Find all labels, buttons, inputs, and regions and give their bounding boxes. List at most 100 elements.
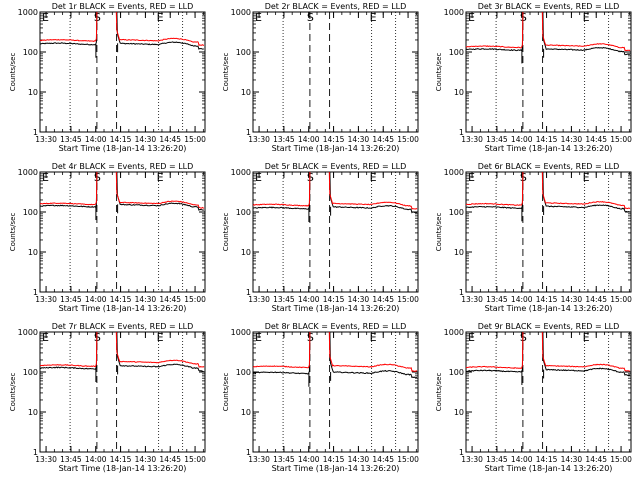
x-tick-label: 14:45: [372, 295, 394, 304]
y-tick-label: 100: [449, 48, 464, 57]
lld-line-pre: [39, 11, 98, 42]
x-tick-label: 14:15: [110, 455, 132, 464]
lld-line-post: [541, 11, 631, 52]
lld-line-post: [328, 171, 418, 210]
lld-line-post: [115, 171, 205, 209]
y-tick-label: 10: [454, 248, 464, 257]
plot-frame: [39, 331, 206, 453]
y-tick-label: 100: [236, 48, 251, 57]
x-tick-label: 14:30: [135, 295, 157, 304]
y-axis-label: Counts/sec: [435, 53, 443, 92]
detector-panel-8: Det 8r BLACK = Events, RED = LLD 1 10 100 10…: [222, 322, 419, 473]
y-tick-label: 100: [236, 368, 251, 377]
x-tick-label: 14:45: [585, 135, 607, 144]
y-axis-label: Counts/sec: [435, 213, 443, 252]
lld-line-pre: [39, 171, 98, 206]
x-tick-label: 14:45: [372, 135, 394, 144]
y-tick-label: 1: [459, 448, 464, 457]
marker-letter: S: [94, 331, 101, 344]
events-line-post: [542, 171, 630, 213]
detector-panel-3: Det 3r BLACK = Events, RED = LLD 1 10 100 10…: [435, 2, 632, 153]
x-tick-label: 14:00: [85, 135, 107, 144]
y-tick-label: 100: [236, 208, 251, 217]
x-tick-label: 15:00: [610, 295, 632, 304]
y-axis-label: Counts/sec: [222, 373, 230, 412]
y-tick-label: 10: [28, 88, 38, 97]
y-axis-label: Counts/sec: [9, 53, 17, 92]
x-tick-label: 14:00: [85, 295, 107, 304]
x-tick-label: 15:00: [397, 135, 419, 144]
y-tick-label: 1: [459, 288, 464, 297]
marker-letter: E: [370, 11, 377, 24]
y-tick-label: 10: [241, 248, 251, 257]
y-tick-label: 100: [23, 48, 38, 57]
x-tick-label: 14:15: [110, 135, 132, 144]
x-tick-label: 14:30: [135, 455, 157, 464]
detector-panel-2: Det 2r BLACK = Events, RED = LLD 1 10 100 10…: [222, 2, 419, 153]
lld-line-pre: [465, 171, 524, 206]
y-tick-label: 1000: [231, 8, 251, 17]
x-tick-label: 14:00: [511, 295, 533, 304]
x-tick-label: 13:30: [461, 295, 483, 304]
x-tick-label: 13:30: [461, 455, 483, 464]
x-tick-label: 13:30: [248, 135, 270, 144]
marker-letter: E: [468, 331, 475, 344]
marker-letter: S: [520, 331, 527, 344]
marker-letter: E: [468, 11, 475, 24]
events-line-pre: [39, 171, 98, 208]
x-tick-label: 13:45: [273, 455, 295, 464]
x-tick-label: 13:30: [248, 295, 270, 304]
y-tick-label: 1: [246, 128, 251, 137]
events-line-pre: [39, 11, 98, 46]
detector-panel-1: Det 1r BLACK = Events, RED = LLD 1 10 100 10…: [9, 2, 206, 153]
panel-title: Det 4r BLACK = Events, RED = LLD: [52, 162, 194, 171]
plot-frame: [252, 171, 419, 293]
lld-line-pre: [252, 171, 311, 207]
y-tick-label: 100: [449, 368, 464, 377]
events-line-pre: [39, 331, 98, 370]
marker-letter: E: [255, 11, 262, 24]
x-tick-label: 14:00: [511, 455, 533, 464]
panel-title: Det 8r BLACK = Events, RED = LLD: [265, 322, 407, 331]
marker-letter: S: [307, 171, 314, 184]
y-tick-label: 1: [33, 448, 38, 457]
plot-frame: [39, 11, 206, 133]
y-tick-label: 10: [28, 408, 38, 417]
x-tick-label: 15:00: [184, 295, 206, 304]
y-tick-label: 10: [454, 88, 464, 97]
panel-title: Det 3r BLACK = Events, RED = LLD: [478, 2, 620, 11]
plot-frame: [252, 331, 419, 453]
y-axis-label: Counts/sec: [435, 373, 443, 412]
lld-line-pre: [252, 331, 311, 369]
x-tick-label: 14:15: [323, 135, 345, 144]
x-tick-label: 13:30: [35, 135, 57, 144]
x-tick-label: 14:45: [372, 455, 394, 464]
x-tick-label: 14:00: [298, 455, 320, 464]
marker-letter: S: [307, 331, 314, 344]
y-tick-label: 1000: [444, 168, 464, 177]
marker-letter: E: [255, 331, 262, 344]
marker-letter: E: [157, 171, 164, 184]
x-tick-label: 13:45: [486, 295, 508, 304]
marker-letter: E: [370, 331, 377, 344]
x-tick-label: 13:30: [248, 455, 270, 464]
y-tick-label: 1: [246, 448, 251, 457]
events-line-pre: [252, 331, 311, 375]
events-line-post: [116, 331, 204, 373]
x-tick-label: 14:15: [323, 295, 345, 304]
x-tick-label: 14:15: [536, 455, 558, 464]
y-tick-label: 1000: [444, 328, 464, 337]
events-line-post: [329, 171, 418, 214]
x-tick-label: 14:00: [298, 135, 320, 144]
marker-letter: S: [94, 171, 101, 184]
y-tick-label: 100: [23, 208, 38, 217]
x-tick-label: 15:00: [397, 455, 419, 464]
x-tick-label: 13:30: [461, 135, 483, 144]
marker-letter: E: [468, 171, 475, 184]
x-tick-label: 15:00: [184, 455, 206, 464]
panel-title: Det 2r BLACK = Events, RED = LLD: [265, 2, 407, 11]
x-axis-label: Start Time (18-Jan-14 13:26:20): [59, 304, 187, 313]
marker-letter: E: [583, 171, 590, 184]
panel-title: Det 7r BLACK = Events, RED = LLD: [52, 322, 194, 331]
